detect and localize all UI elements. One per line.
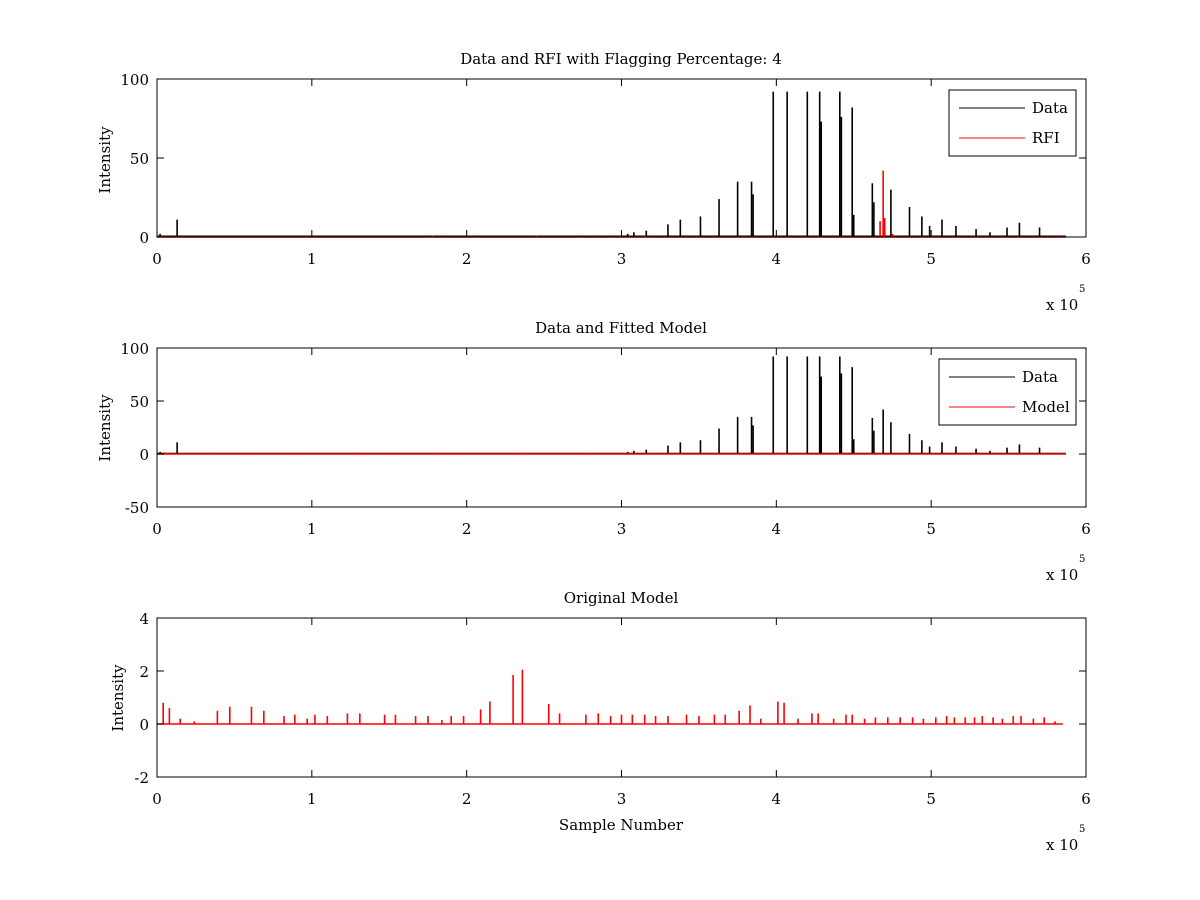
x-multiplier-exponent: 5: [1079, 554, 1085, 565]
y-axis-label: Intensity: [96, 126, 114, 194]
subplot-rfi: Data and RFI with Flagging Percentage: 4…: [96, 50, 1091, 314]
legend: Data RFI: [948, 89, 1077, 157]
y-tick-label: -2: [134, 769, 149, 787]
x-tick-label: 4: [772, 250, 782, 268]
x-tick-label: 2: [462, 790, 472, 808]
x-tick-label: 2: [462, 250, 472, 268]
x-tick-label: 1: [307, 790, 317, 808]
x-tick-label: 6: [1081, 790, 1091, 808]
legend-label: RFI: [1032, 129, 1060, 147]
x-multiplier-base: x 10: [1046, 836, 1078, 854]
x-tick-label: 1: [307, 520, 317, 538]
plot-frame: [156, 617, 1087, 778]
legend-box: [938, 358, 1077, 426]
x-tick-label: 5: [926, 250, 936, 268]
y-tick-label: 100: [120, 340, 149, 358]
x-tick-label: 0: [152, 520, 162, 538]
x-tick-label: 3: [617, 790, 627, 808]
y-tick-label: -50: [125, 499, 149, 517]
y-axis-label: Intensity: [109, 664, 127, 732]
data-marks: [157, 356, 1066, 455]
y-tick-label: 0: [139, 716, 149, 734]
data-marks: [157, 91, 1066, 238]
x-tick-label: 5: [926, 520, 936, 538]
x-multiplier-exponent: 5: [1079, 824, 1085, 835]
legend-label: Model: [1022, 398, 1070, 416]
x-tick-label: 4: [772, 520, 782, 538]
y-tick-label: 50: [130, 393, 149, 411]
plot-title: Data and RFI with Flagging Percentage: 4: [460, 50, 782, 68]
y-tick-label: 4: [139, 610, 149, 628]
x-axis-multiplier: x 10 5: [1046, 284, 1085, 314]
y-tick-label: 0: [139, 229, 149, 247]
legend-label: Data: [1022, 368, 1058, 386]
x-tick-label: 4: [772, 790, 782, 808]
x-tick-label: 6: [1081, 250, 1091, 268]
plot-title: Original Model: [564, 589, 679, 607]
x-tick-label: 6: [1081, 520, 1091, 538]
x-multiplier-base: x 10: [1046, 566, 1078, 584]
axis-ticks: 0 1 2 3 4 5 6 0 50 100: [120, 71, 1090, 268]
x-tick-label: 0: [152, 790, 162, 808]
x-axis-multiplier: x 10 5: [1046, 824, 1085, 854]
y-axis-label: Intensity: [96, 394, 114, 462]
subplot-fitted-model: Data and Fitted Model Intensity 0 1 2 3 4 5 6 -…: [96, 319, 1091, 584]
plot-frame: [156, 78, 1087, 238]
y-tick-label: 100: [120, 71, 149, 89]
x-multiplier-exponent: 5: [1079, 284, 1085, 295]
x-tick-label: 0: [152, 250, 162, 268]
y-tick-label: 0: [139, 446, 149, 464]
x-axis-multiplier: x 10 5: [1046, 554, 1085, 584]
x-tick-label: 2: [462, 520, 472, 538]
data-marks: [157, 669, 1063, 725]
plot-title: Data and Fitted Model: [535, 319, 707, 337]
x-tick-label: 5: [926, 790, 936, 808]
x-tick-label: 1: [307, 250, 317, 268]
legend-box: [948, 89, 1077, 157]
y-tick-label: 50: [130, 150, 149, 168]
x-axis-label: Sample Number: [559, 816, 684, 834]
y-tick-label: 2: [139, 663, 149, 681]
legend-label: Data: [1032, 99, 1068, 117]
legend: Data Model: [938, 358, 1077, 426]
x-tick-label: 3: [617, 520, 627, 538]
x-multiplier-base: x 10: [1046, 296, 1078, 314]
x-tick-label: 3: [617, 250, 627, 268]
